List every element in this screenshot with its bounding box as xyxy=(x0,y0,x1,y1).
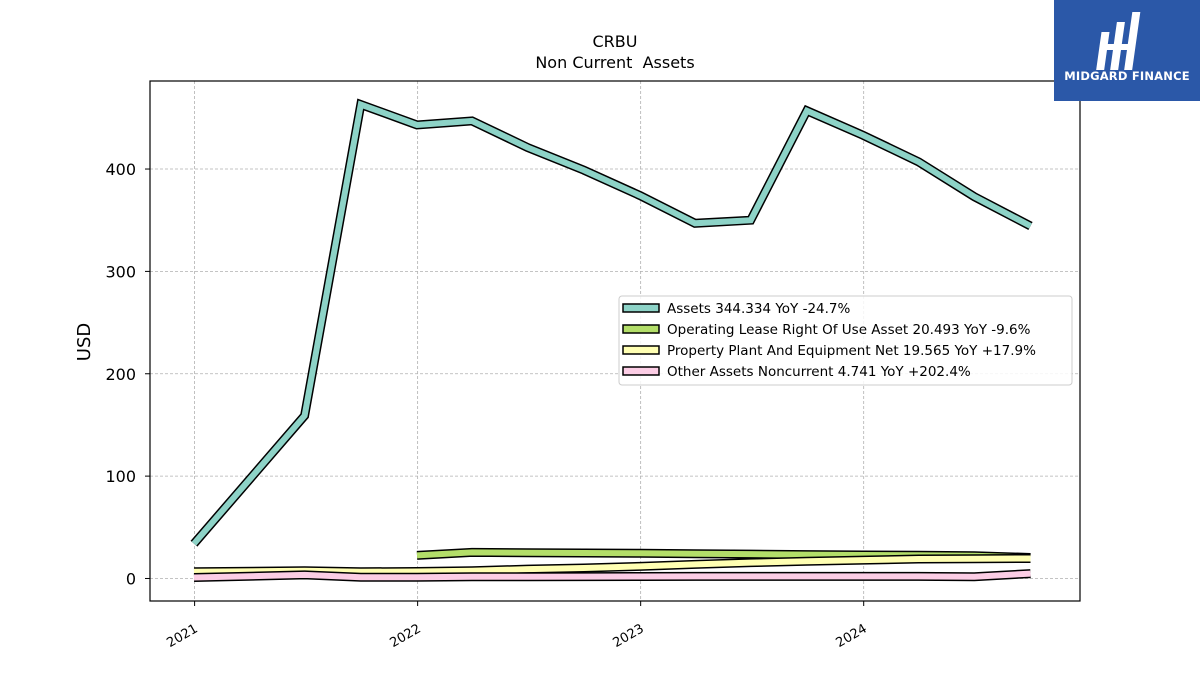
series-lines xyxy=(190,98,1033,582)
brand-logo-text: MIDGARD FINANCE xyxy=(1064,69,1190,83)
y-tick-label: 400 xyxy=(105,160,136,179)
legend-entry-label: Operating Lease Right Of Use Asset 20.49… xyxy=(667,322,1031,338)
y-tick-label: 0 xyxy=(126,569,136,588)
series-4 xyxy=(193,569,1031,582)
series-3 xyxy=(193,554,1031,577)
chart-title: CRBU xyxy=(593,32,638,51)
plot-area-frame xyxy=(149,80,1081,602)
brand-logo-icon xyxy=(1096,12,1141,70)
y-tick-label: 100 xyxy=(105,467,136,486)
legend-swatch xyxy=(622,324,660,334)
y-tick-label: 300 xyxy=(105,262,136,281)
legend-swatch xyxy=(622,345,660,355)
series-line xyxy=(193,555,1031,575)
series-line xyxy=(191,100,1032,546)
x-tick-label: 2022 xyxy=(387,621,423,651)
y-axis-label: USD xyxy=(74,323,95,361)
legend-swatch xyxy=(622,303,660,313)
x-tick-label: 2021 xyxy=(164,621,200,651)
x-tick-label: 2023 xyxy=(611,621,647,651)
chart-subtitle: Non Current Assets xyxy=(535,53,694,72)
legend-swatch xyxy=(622,366,660,376)
legend-entry-label: Assets 344.334 YoY -24.7% xyxy=(667,301,851,317)
y-tick-label: 200 xyxy=(105,365,136,384)
x-tick-label: 2024 xyxy=(834,621,870,651)
series-1 xyxy=(190,98,1033,547)
legend-entry-label: Property Plant And Equipment Net 19.565 … xyxy=(667,343,1036,359)
legend-box xyxy=(618,295,1073,386)
brand-logo: MIDGARD FINANCE xyxy=(1054,0,1200,101)
legend-entry-label: Other Assets Noncurrent 4.741 YoY +202.4… xyxy=(667,364,971,380)
series-line xyxy=(193,570,1031,581)
legend: Assets 344.334 YoY -24.7% Operating Lease… xyxy=(618,295,1073,386)
